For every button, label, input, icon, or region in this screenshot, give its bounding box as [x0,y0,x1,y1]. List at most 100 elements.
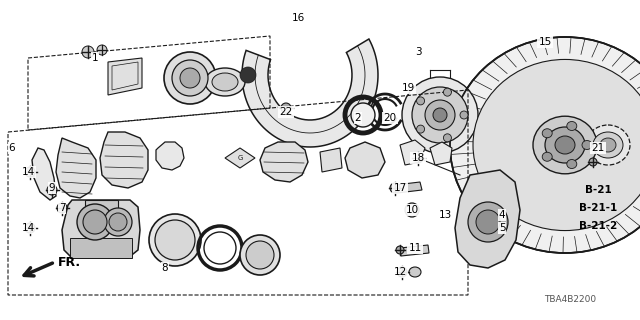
Text: 13: 13 [438,210,452,220]
Text: 12: 12 [394,267,406,277]
Text: G: G [237,155,243,161]
Ellipse shape [600,138,616,152]
Polygon shape [100,132,148,188]
Text: 22: 22 [280,107,292,117]
Ellipse shape [180,68,200,88]
Ellipse shape [542,152,552,161]
Ellipse shape [240,67,256,83]
Ellipse shape [444,134,451,142]
Ellipse shape [545,127,585,163]
Polygon shape [70,238,132,258]
Ellipse shape [25,167,35,177]
Ellipse shape [417,97,424,105]
Ellipse shape [104,208,132,236]
Text: 9: 9 [49,183,55,193]
Ellipse shape [164,52,216,104]
Ellipse shape [351,103,375,127]
Text: FR.: FR. [58,257,81,269]
Text: 14: 14 [21,223,35,233]
Ellipse shape [460,111,468,119]
Ellipse shape [82,46,94,58]
Text: B-21: B-21 [584,185,611,195]
Ellipse shape [109,213,127,231]
Ellipse shape [586,125,630,165]
Ellipse shape [402,77,478,153]
Ellipse shape [413,153,423,163]
Ellipse shape [390,183,400,193]
Ellipse shape [593,132,623,158]
Ellipse shape [582,140,592,149]
Ellipse shape [473,60,640,230]
Text: B-21-2: B-21-2 [579,221,617,231]
Ellipse shape [468,202,508,242]
Ellipse shape [57,203,67,213]
Ellipse shape [97,45,107,55]
Text: 5: 5 [499,223,506,233]
Ellipse shape [397,267,407,277]
Text: 20: 20 [383,113,397,123]
Polygon shape [345,142,385,178]
Polygon shape [62,200,140,258]
Ellipse shape [425,100,455,130]
Ellipse shape [542,129,552,138]
Ellipse shape [405,203,419,217]
Polygon shape [320,148,342,172]
Text: 14: 14 [21,167,35,177]
Ellipse shape [444,88,451,96]
Text: 11: 11 [408,243,422,253]
Ellipse shape [240,235,280,275]
Text: 1: 1 [92,53,99,63]
Ellipse shape [149,214,201,266]
Text: 21: 21 [591,143,605,153]
Ellipse shape [281,103,291,113]
Ellipse shape [155,220,195,260]
Polygon shape [400,245,429,256]
Text: 19: 19 [401,83,415,93]
Ellipse shape [433,108,447,122]
Polygon shape [32,148,56,200]
Text: 17: 17 [394,183,406,193]
Ellipse shape [555,136,575,154]
Ellipse shape [47,185,57,195]
Ellipse shape [567,122,577,131]
Polygon shape [395,182,422,193]
Ellipse shape [205,68,245,96]
Polygon shape [260,142,308,182]
Text: 10: 10 [405,205,419,215]
Ellipse shape [589,158,597,166]
Ellipse shape [412,87,468,143]
Text: 16: 16 [291,13,305,23]
Polygon shape [455,170,520,268]
Polygon shape [85,200,118,210]
Ellipse shape [83,210,107,234]
Text: 15: 15 [538,37,552,47]
Ellipse shape [409,267,421,277]
Text: 8: 8 [162,263,168,273]
Polygon shape [108,58,142,95]
Polygon shape [156,142,184,170]
Ellipse shape [567,160,577,169]
Text: 3: 3 [415,47,421,57]
Polygon shape [225,148,255,168]
Text: 2: 2 [355,113,362,123]
Ellipse shape [417,125,424,133]
Polygon shape [400,140,425,165]
Ellipse shape [450,37,640,253]
Text: 18: 18 [412,153,424,163]
Polygon shape [430,142,452,165]
Ellipse shape [212,73,238,91]
Ellipse shape [172,60,208,96]
Text: TBA4B2200: TBA4B2200 [544,295,596,305]
Text: 4: 4 [499,210,506,220]
Text: B-21-1: B-21-1 [579,203,617,213]
Text: 7: 7 [59,203,65,213]
Ellipse shape [396,246,404,254]
Ellipse shape [246,241,274,269]
Ellipse shape [533,116,597,174]
Ellipse shape [77,204,113,240]
Text: 6: 6 [9,143,15,153]
Ellipse shape [25,223,35,233]
Polygon shape [242,39,378,147]
Ellipse shape [476,210,500,234]
Polygon shape [56,138,96,198]
